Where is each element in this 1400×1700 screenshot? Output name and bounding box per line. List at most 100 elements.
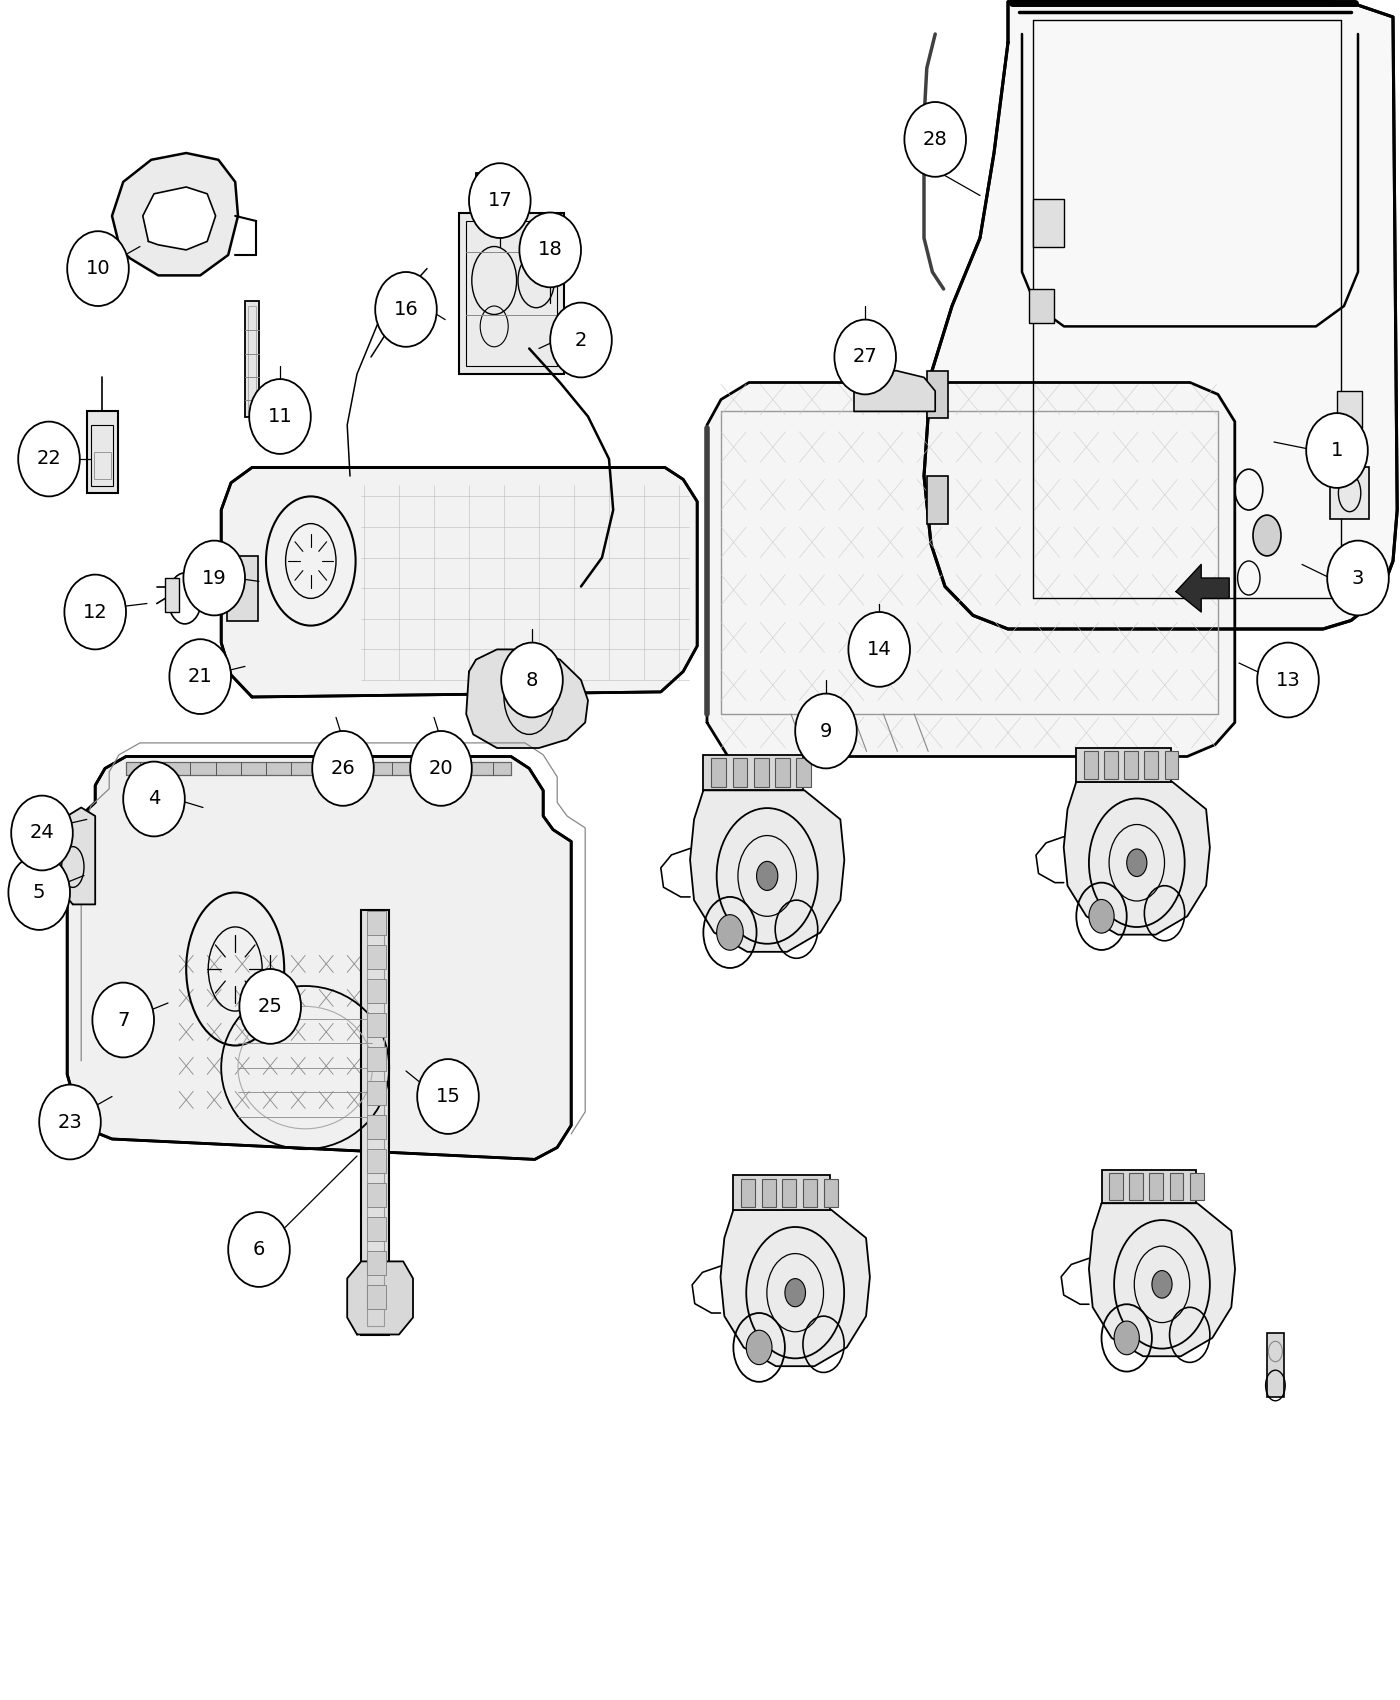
Text: 23: 23 — [57, 1112, 83, 1132]
Bar — [1337, 391, 1362, 428]
Bar — [804, 1178, 818, 1207]
Bar — [711, 758, 727, 787]
Bar — [1149, 1173, 1163, 1200]
Circle shape — [410, 731, 472, 806]
Text: 24: 24 — [29, 823, 55, 843]
Bar — [732, 758, 748, 787]
Polygon shape — [221, 468, 697, 697]
Circle shape — [64, 575, 126, 649]
Polygon shape — [1089, 1204, 1235, 1357]
Polygon shape — [707, 382, 1235, 756]
Circle shape — [239, 969, 301, 1044]
Polygon shape — [112, 153, 238, 275]
Ellipse shape — [1114, 1321, 1140, 1355]
Bar — [823, 1178, 837, 1207]
Circle shape — [67, 231, 129, 306]
Bar — [1077, 748, 1170, 782]
Bar — [1029, 289, 1054, 323]
Bar — [87, 411, 118, 493]
Text: 11: 11 — [267, 406, 293, 427]
Ellipse shape — [717, 915, 743, 950]
Circle shape — [8, 855, 70, 930]
Text: 13: 13 — [1275, 670, 1301, 690]
Bar — [1084, 751, 1098, 779]
Polygon shape — [143, 187, 216, 250]
Text: 22: 22 — [36, 449, 62, 469]
Circle shape — [417, 1059, 479, 1134]
Circle shape — [11, 796, 73, 870]
Polygon shape — [924, 0, 1397, 629]
Text: 7: 7 — [118, 1010, 129, 1030]
Bar — [703, 755, 804, 790]
Bar — [1102, 1170, 1196, 1204]
Text: 15: 15 — [435, 1086, 461, 1107]
Text: 1: 1 — [1331, 440, 1343, 461]
Text: 17: 17 — [487, 190, 512, 211]
Bar — [927, 476, 948, 524]
Circle shape — [228, 1212, 290, 1287]
Circle shape — [469, 163, 531, 238]
Ellipse shape — [1127, 848, 1147, 877]
Polygon shape — [1064, 782, 1210, 935]
Circle shape — [18, 422, 80, 496]
Bar — [776, 758, 790, 787]
Bar — [91, 425, 113, 486]
Bar — [367, 911, 386, 935]
Circle shape — [1257, 643, 1319, 717]
Text: 18: 18 — [538, 240, 563, 260]
Bar — [1130, 1173, 1144, 1200]
Text: 4: 4 — [148, 789, 160, 809]
Bar — [741, 1178, 755, 1207]
Circle shape — [312, 731, 374, 806]
Text: 3: 3 — [1352, 568, 1364, 588]
Text: 28: 28 — [923, 129, 948, 150]
Text: 25: 25 — [258, 996, 283, 1017]
Circle shape — [123, 762, 185, 836]
Circle shape — [519, 212, 581, 287]
Ellipse shape — [1152, 1270, 1172, 1299]
Polygon shape — [690, 790, 844, 952]
Bar — [762, 1178, 776, 1207]
Polygon shape — [59, 808, 95, 904]
Text: 2: 2 — [575, 330, 587, 350]
Circle shape — [501, 643, 563, 717]
Bar — [165, 578, 179, 612]
Bar — [1144, 751, 1158, 779]
Polygon shape — [347, 1261, 413, 1335]
Bar — [1124, 751, 1138, 779]
Polygon shape — [466, 649, 588, 748]
Text: 16: 16 — [393, 299, 419, 320]
Bar — [476, 173, 511, 207]
Circle shape — [375, 272, 437, 347]
Bar — [361, 910, 389, 1334]
Bar — [1190, 1173, 1204, 1200]
Polygon shape — [1176, 564, 1229, 612]
Text: 27: 27 — [853, 347, 878, 367]
Ellipse shape — [1089, 899, 1114, 933]
Circle shape — [1306, 413, 1368, 488]
Polygon shape — [854, 371, 935, 411]
Bar — [1109, 1173, 1123, 1200]
Bar — [367, 1217, 386, 1241]
Ellipse shape — [746, 1329, 771, 1365]
Bar — [367, 918, 384, 1326]
Text: 10: 10 — [85, 258, 111, 279]
Text: 12: 12 — [83, 602, 108, 622]
Text: 14: 14 — [867, 639, 892, 660]
Text: 26: 26 — [330, 758, 356, 779]
Bar — [367, 1183, 386, 1207]
Polygon shape — [126, 762, 511, 775]
Bar — [1169, 1173, 1183, 1200]
Bar — [94, 452, 111, 479]
Bar — [367, 1251, 386, 1275]
Bar — [1033, 199, 1064, 246]
Circle shape — [550, 303, 612, 377]
Bar — [797, 758, 811, 787]
Ellipse shape — [785, 1278, 805, 1307]
Circle shape — [904, 102, 966, 177]
Circle shape — [39, 1085, 101, 1159]
Bar — [1105, 751, 1119, 779]
Bar — [227, 556, 258, 620]
Bar — [367, 1047, 386, 1071]
Bar — [245, 301, 259, 416]
